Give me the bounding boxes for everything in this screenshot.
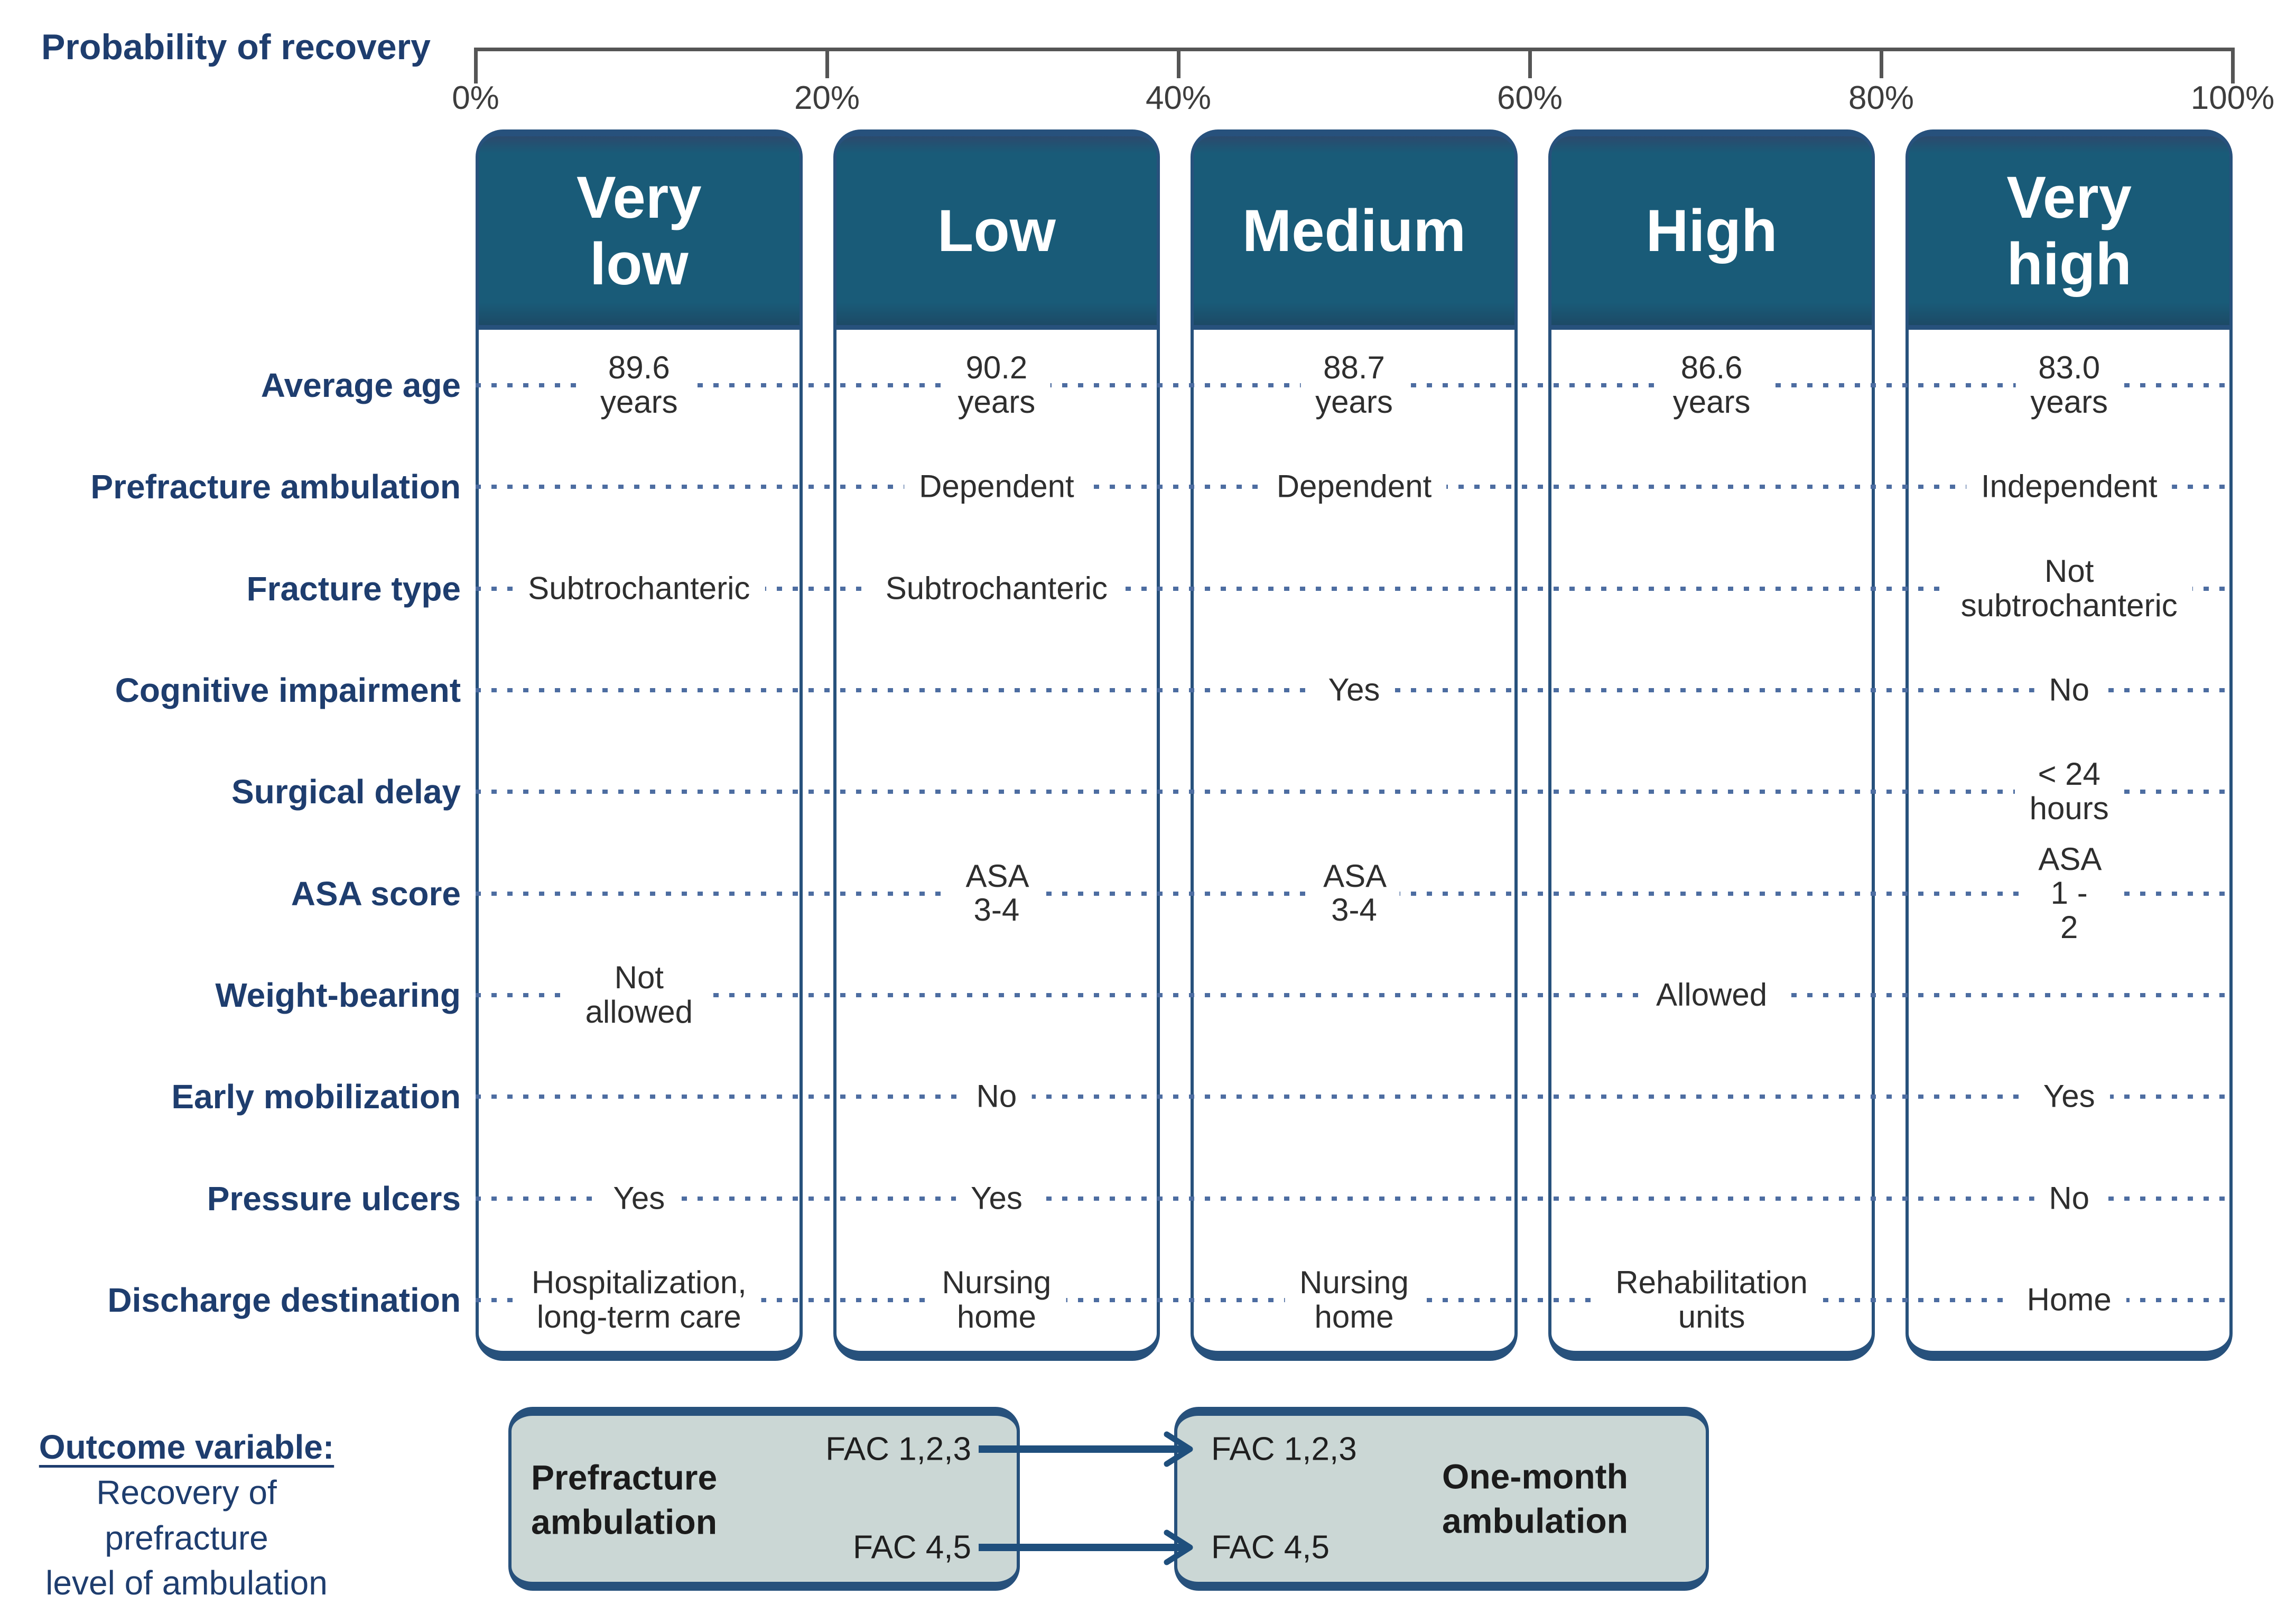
column-header: Very high <box>1909 136 2229 330</box>
category-column-medium: Medium <box>1191 129 1518 1361</box>
dotted-line <box>476 1095 2233 1099</box>
arrow-fac123-icon <box>979 1431 1193 1467</box>
cell-value: ASA 1 - 2 <box>2023 840 2115 947</box>
fac-45-left: FAC 4,5 <box>853 1529 971 1566</box>
recovery-category-table: Very low Low Medium High Very high <box>476 129 2233 1361</box>
cell-value: Yes <box>1313 671 1395 710</box>
axis-tick <box>825 48 829 78</box>
axis-tick <box>473 48 478 84</box>
dotted-line <box>476 993 2233 997</box>
cell-value: Nursing home <box>1285 1264 1424 1337</box>
outcome-variable-caption: Outcome variable: Recovery of prefractur… <box>15 1425 358 1606</box>
axis-title: Probability of recovery <box>41 27 431 67</box>
outcome-heading: Outcome variable: <box>39 1428 334 1466</box>
column-header: Very low <box>479 136 800 330</box>
cell-value: Rehabilitation units <box>1601 1264 1823 1337</box>
cell-value: < 24 hours <box>2014 755 2124 829</box>
cell-value: Subtrochanteric <box>513 569 765 608</box>
column-header: Medium <box>1194 136 1514 330</box>
cell-value: Dependent <box>904 468 1089 506</box>
dotted-line <box>476 790 2233 794</box>
axis-tick-label: 40% <box>1145 80 1212 116</box>
cell-value: No <box>2034 1179 2105 1218</box>
axis-tick-label: 100% <box>2190 80 2275 116</box>
cell-value: Yes <box>2028 1077 2110 1116</box>
cell-value: Not subtrochanteric <box>1946 552 2192 625</box>
fac-123-left: FAC 1,2,3 <box>825 1431 971 1468</box>
cell-value: Not allowed <box>570 959 708 1032</box>
fac-45-right: FAC 4,5 <box>1211 1529 1330 1566</box>
row-label: Prefracture ambulation <box>90 468 461 506</box>
cell-value: 89.6 years <box>585 349 693 422</box>
cell-value: 86.6 years <box>1658 349 1765 422</box>
row-label: Surgical delay <box>231 773 461 811</box>
cell-value: Allowed <box>1641 976 1782 1015</box>
axis-tick-label: 80% <box>1848 80 1914 116</box>
row-label: Weight-bearing <box>215 976 461 1014</box>
row-label: Fracture type <box>246 569 461 608</box>
cell-value: 90.2 years <box>943 349 1051 422</box>
axis-tick <box>1528 48 1532 78</box>
outcome-line1: Recovery of prefracture <box>96 1473 277 1557</box>
right-box-title: One-month ambulation <box>1442 1457 1628 1541</box>
cell-value: ASA 3-4 <box>1308 857 1400 930</box>
row-label: Cognitive impairment <box>115 671 461 709</box>
cell-value: Yes <box>598 1179 680 1218</box>
row-label: Early mobilization <box>171 1078 461 1116</box>
prefracture-ambulation-box <box>508 1407 1020 1591</box>
arrow-fac45-icon <box>979 1529 1193 1565</box>
column-header: Low <box>836 136 1157 330</box>
cell-value: Home <box>2012 1281 2126 1320</box>
axis-tick-label: 20% <box>794 80 860 116</box>
cell-value: ASA 3-4 <box>951 857 1043 930</box>
one-month-ambulation-box <box>1174 1407 1709 1591</box>
fac-123-right: FAC 1,2,3 <box>1211 1431 1357 1468</box>
cell-value: No <box>961 1077 1032 1116</box>
axis-tick-label: 60% <box>1496 80 1563 116</box>
axis-tick <box>1879 48 1883 78</box>
cell-value: Hospitalization, long-term care <box>516 1264 761 1337</box>
axis-tick <box>1176 48 1180 78</box>
dotted-line <box>476 1196 2233 1201</box>
cell-value: Dependent <box>1261 468 1447 506</box>
cell-value: 88.7 years <box>1300 349 1408 422</box>
cell-value: Nursing home <box>927 1264 1066 1337</box>
row-label: ASA score <box>291 874 461 913</box>
axis-line <box>476 48 2233 51</box>
category-column-high: High <box>1548 129 1875 1361</box>
cell-value: 83.0 years <box>2015 349 2123 422</box>
category-column-very-high: Very high <box>1905 129 2233 1361</box>
category-column-low: Low <box>833 129 1160 1361</box>
cell-value: No <box>2034 671 2105 710</box>
axis-tick-label: 0% <box>452 80 499 116</box>
cell-value: Independent <box>1966 468 2172 506</box>
left-box-title: Prefracture ambulation <box>531 1458 718 1542</box>
row-label: Discharge destination <box>107 1281 461 1319</box>
axis-tick <box>2230 48 2235 84</box>
cell-value: Yes <box>955 1179 1037 1218</box>
dotted-line <box>476 586 2233 591</box>
column-header: High <box>1551 136 1872 330</box>
cell-value: Subtrochanteric <box>870 569 1123 608</box>
outcome-line2: level of ambulation <box>45 1564 328 1602</box>
category-column-very-low: Very low <box>476 129 803 1361</box>
row-label: Pressure ulcers <box>207 1179 461 1218</box>
row-label: Average age <box>261 366 461 404</box>
